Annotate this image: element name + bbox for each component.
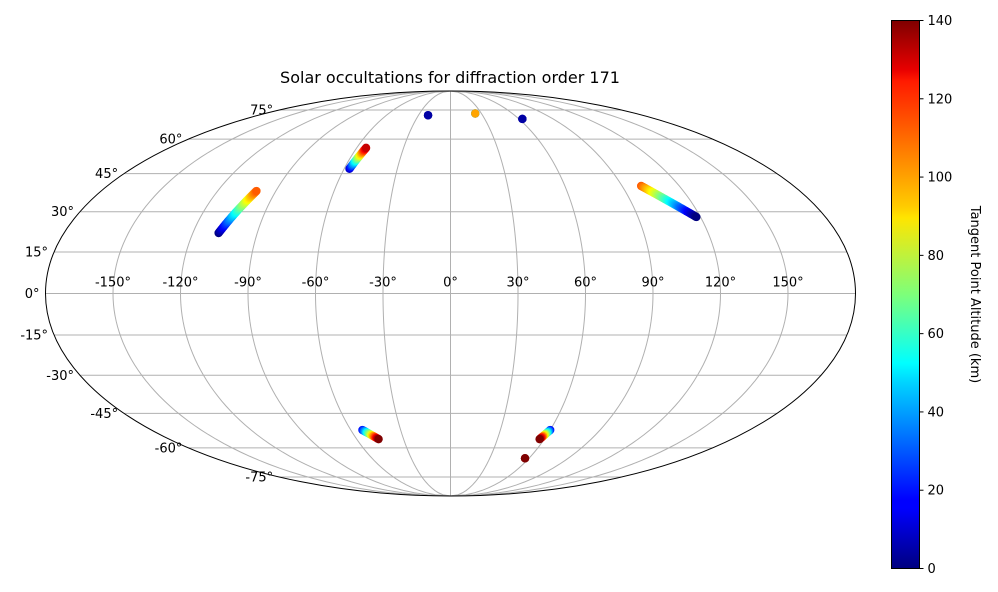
lon-tick-label: 120° [705, 276, 736, 291]
colorbar-tick-label: 20 [928, 484, 945, 499]
colorbar-tick-label: 0 [928, 562, 936, 577]
lon-tick-label: 90° [641, 276, 664, 291]
lon-tick-label: -120° [162, 276, 198, 291]
lon-tick-label: 150° [772, 276, 803, 291]
lon-tick-label: -90° [234, 276, 262, 291]
lon-tick-label: -30° [369, 276, 397, 291]
lat-tick-label: 60° [159, 133, 182, 148]
map-outline [45, 90, 856, 497]
lat-tick-label: 0° [25, 287, 40, 302]
graticule [45, 91, 856, 496]
data-point [252, 186, 261, 196]
map-boundary [45, 90, 856, 497]
data-point [520, 454, 530, 463]
lat-tick-label: -30° [46, 369, 74, 384]
colorbar-tick-label: 120 [928, 92, 953, 107]
data-point [535, 434, 544, 444]
data-point [471, 109, 480, 118]
lat-tick-label: 15° [25, 246, 48, 261]
tick-labels: -150° -120° -90° -60° -30° 0° 30° 60° 90° 120° 150… [20, 104, 803, 486]
chart-title: Solar occultations for diffraction order… [280, 68, 620, 87]
lat-tick-label: -60° [155, 441, 183, 456]
lon-tick-label: 30° [506, 276, 529, 291]
data-point [374, 434, 383, 444]
lon-tick-label: 0° [443, 276, 458, 291]
lat-tick-label: 30° [51, 205, 74, 220]
lon-tick-label: -150° [95, 276, 131, 291]
data-point [692, 212, 701, 222]
lat-tick-label: 45° [95, 167, 118, 182]
lon-tick-label: -60° [302, 276, 330, 291]
data-point [423, 111, 433, 120]
colorbar-tick-label: 60 [928, 327, 945, 342]
colorbar-label: Tangent Point Altitude (km) [967, 205, 982, 383]
colorbar-tick-label: 40 [928, 405, 945, 420]
lon-tick-label: 60° [574, 276, 597, 291]
colorbar: 0 20 40 60 80 100 120 140 Tangent Point Altitud… [891, 14, 982, 577]
lat-tick-label: -45° [90, 407, 118, 422]
lat-tick-label: 75° [250, 104, 273, 119]
colorbar-ticks: 0 20 40 60 80 100 120 140 [919, 14, 953, 577]
occultation-tracks [214, 109, 701, 463]
colorbar-gradient [891, 20, 920, 569]
lat-tick-label: -75° [245, 470, 273, 485]
lat-tick-label: -15° [20, 328, 48, 343]
data-point [518, 114, 527, 124]
colorbar-tick-label: 100 [928, 171, 953, 186]
colorbar-tick-label: 80 [928, 249, 945, 264]
colorbar-tick-label: 140 [928, 14, 953, 29]
data-point [361, 143, 371, 153]
